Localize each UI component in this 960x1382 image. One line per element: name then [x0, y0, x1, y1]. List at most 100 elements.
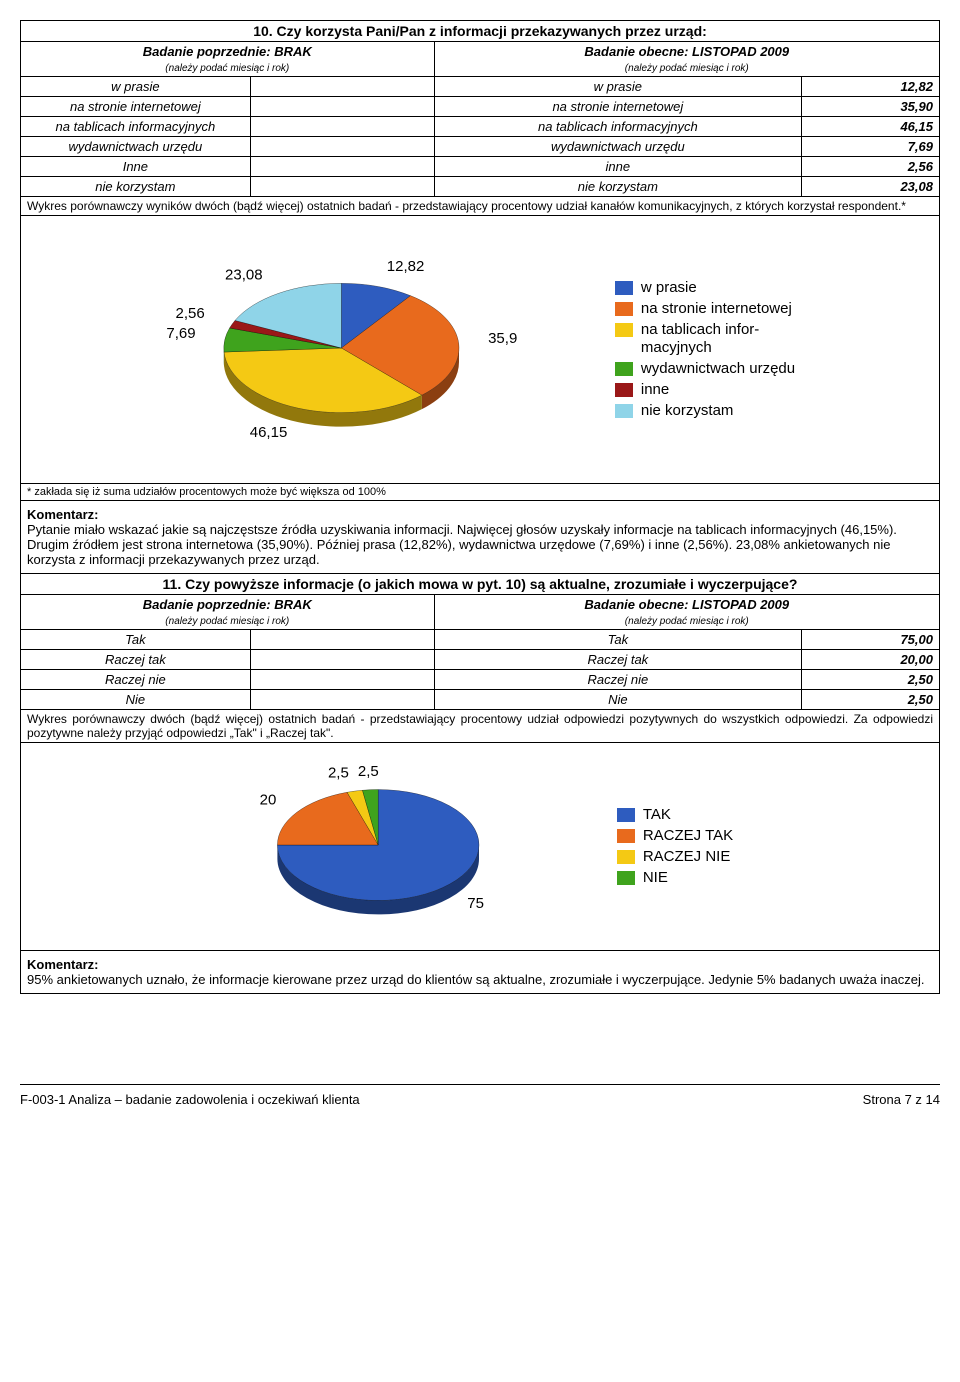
q11-right-3: Nie	[434, 690, 802, 710]
pie-label: 35,9	[488, 330, 517, 347]
footer-right: Strona 7 z 14	[863, 1092, 940, 1107]
q10-desc: Wykres porównawczy wyników dwóch (bądź w…	[21, 197, 940, 216]
q11-left-3: Nie	[21, 690, 251, 710]
q10-prev-label: Badanie poprzednie: BRAK	[143, 44, 312, 59]
q10-row-5: nie korzystamnie korzystam23,08	[21, 177, 940, 197]
q10-row-2: na tablicach informacyjnych na tablicach …	[21, 117, 940, 137]
q10-right-1: na stronie internetowej	[434, 97, 802, 117]
pie-label: 12,82	[387, 258, 425, 275]
legend-swatch	[617, 871, 635, 885]
q10-row-0: w prasiew prasie12,82	[21, 77, 940, 97]
q11-value-1: 20,00	[802, 650, 940, 670]
pie-label: 23,08	[225, 267, 263, 284]
legend-label: na stronie internetowej	[641, 300, 792, 318]
legend-label: wydawnictwach urzędu	[641, 360, 795, 378]
page-footer: F-003-1 Analiza – badanie zadowolenia i …	[20, 1092, 940, 1107]
legend-item: inne	[615, 381, 795, 399]
q11-comment-row: Komentarz: 95% ankietowanych uznało, że …	[21, 951, 940, 994]
legend-label: TAK	[643, 806, 671, 824]
legend-label: nie korzystam	[641, 402, 734, 420]
q10-left-2: na tablicach informacyjnych	[21, 117, 251, 137]
q10-blank-4	[250, 157, 434, 177]
q10-subheader: Badanie poprzednie: BRAK (należy podać m…	[21, 42, 940, 77]
q10-right-2: na tablicach informacyjnych	[434, 117, 802, 137]
q11-curr-sub: (należy podać miesiąc i rok)	[625, 616, 749, 627]
q11-blank-3	[250, 690, 434, 710]
pie-legend: TAK RACZEJ TAK RACZEJ NIE NIE	[617, 803, 733, 890]
legend-swatch	[615, 404, 633, 418]
q10-blank-3	[250, 137, 434, 157]
legend-swatch	[617, 850, 635, 864]
pie-label: 20	[259, 791, 276, 808]
q10-left-1: na stronie internetowej	[21, 97, 251, 117]
q11-prev-label: Badanie poprzednie: BRAK	[143, 597, 312, 612]
q10-value-0: 12,82	[802, 77, 940, 97]
q11-left-0: Tak	[21, 630, 251, 650]
q10-left-4: Inne	[21, 157, 251, 177]
q11-chart-cell: 75 20 2,5 2,5 TAK RACZEJ TAK RACZEJ NIE NIE	[21, 743, 940, 951]
q11-comment-label: Komentarz:	[27, 957, 99, 972]
q10-comment-body: Pytanie miało wskazać jakie są najczęsts…	[27, 522, 897, 567]
legend-item: na stronie internetowej	[615, 300, 795, 318]
q11-value-0: 75,00	[802, 630, 940, 650]
q11-chart-row: 75 20 2,5 2,5 TAK RACZEJ TAK RACZEJ NIE NIE	[21, 743, 940, 951]
q11-blank-0	[250, 630, 434, 650]
pie-label: 75	[467, 895, 484, 912]
q11-title-row: 11. Czy powyższe informacje (o jakich mo…	[21, 574, 940, 595]
q10-right-3: wydawnictwach urzędu	[434, 137, 802, 157]
pie-svg: 12,8235,946,157,692,5623,08	[165, 218, 585, 478]
q11-chart: 75 20 2,5 2,5 TAK RACZEJ TAK RACZEJ NIE NIE	[27, 745, 933, 948]
q10-comment-row: Komentarz: Pytanie miało wskazać jakie s…	[21, 501, 940, 574]
q11-right-0: Tak	[434, 630, 802, 650]
q10-value-4: 2,56	[802, 157, 940, 177]
q11-subheader: Badanie poprzednie: BRAK (należy podać m…	[21, 595, 940, 630]
legend-item: RACZEJ NIE	[617, 848, 733, 866]
q10-table: 10. Czy korzysta Pani/Pan z informacji p…	[20, 20, 940, 994]
legend-item: w prasie	[615, 279, 795, 297]
legend-label: NIE	[643, 869, 668, 887]
q11-comment-cell: Komentarz: 95% ankietowanych uznało, że …	[21, 951, 940, 994]
q10-footnote-row: * zakłada się iż suma udziałów procentow…	[21, 484, 940, 501]
q10-value-1: 35,90	[802, 97, 940, 117]
q10-title-row: 10. Czy korzysta Pani/Pan z informacji p…	[21, 21, 940, 42]
q11-value-2: 2,50	[802, 670, 940, 690]
q11-left-1: Raczej tak	[21, 650, 251, 670]
q10-footnote: * zakłada się iż suma udziałów procentow…	[21, 484, 940, 501]
q10-value-2: 46,15	[802, 117, 940, 137]
legend-swatch	[615, 281, 633, 295]
legend-swatch	[615, 302, 633, 316]
q10-left-0: w prasie	[21, 77, 251, 97]
pie-svg: 75 20 2,5 2,5	[227, 745, 587, 945]
q11-row-1: Raczej takRaczej tak20,00	[21, 650, 940, 670]
footer-divider	[20, 1084, 940, 1085]
q11-prev-cell: Badanie poprzednie: BRAK (należy podać m…	[21, 595, 435, 630]
legend-swatch	[615, 383, 633, 397]
legend-item: RACZEJ TAK	[617, 827, 733, 845]
q11-desc-row: Wykres porównawczy dwóch (bądź więcej) o…	[21, 710, 940, 743]
q10-prev-cell: Badanie poprzednie: BRAK (należy podać m…	[21, 42, 435, 77]
q11-left-2: Raczej nie	[21, 670, 251, 690]
q10-blank-1	[250, 97, 434, 117]
q11-right-1: Raczej tak	[434, 650, 802, 670]
pie-label: 2,5	[328, 765, 349, 782]
pie-label: 2,5	[358, 763, 379, 780]
pie-label: 46,15	[250, 424, 288, 441]
q10-title: 10. Czy korzysta Pani/Pan z informacji p…	[21, 21, 940, 42]
q10-row-4: Inne inne2,56	[21, 157, 940, 177]
q10-row-3: wydawnictwach urzędu wydawnictwach urzędu…	[21, 137, 940, 157]
q10-value-5: 23,08	[802, 177, 940, 197]
legend-item: wydawnictwach urzędu	[615, 360, 795, 378]
q10-right-4: inne	[434, 157, 802, 177]
q11-blank-2	[250, 670, 434, 690]
q10-prev-sub: (należy podać miesiąc i rok)	[165, 63, 289, 74]
q11-row-0: TakTak75,00	[21, 630, 940, 650]
q10-right-0: w prasie	[434, 77, 802, 97]
legend-swatch	[617, 808, 635, 822]
q10-chart-cell: 12,8235,946,157,692,5623,08w prasiena st…	[21, 216, 940, 484]
q11-row-3: NieNie2,50	[21, 690, 940, 710]
q10-chart-row: 12,8235,946,157,692,5623,08w prasiena st…	[21, 216, 940, 484]
q10-value-3: 7,69	[802, 137, 940, 157]
q11-row-2: Raczej nieRaczej nie2,50	[21, 670, 940, 690]
q10-left-3: wydawnictwach urzędu	[21, 137, 251, 157]
legend-label: RACZEJ TAK	[643, 827, 733, 845]
